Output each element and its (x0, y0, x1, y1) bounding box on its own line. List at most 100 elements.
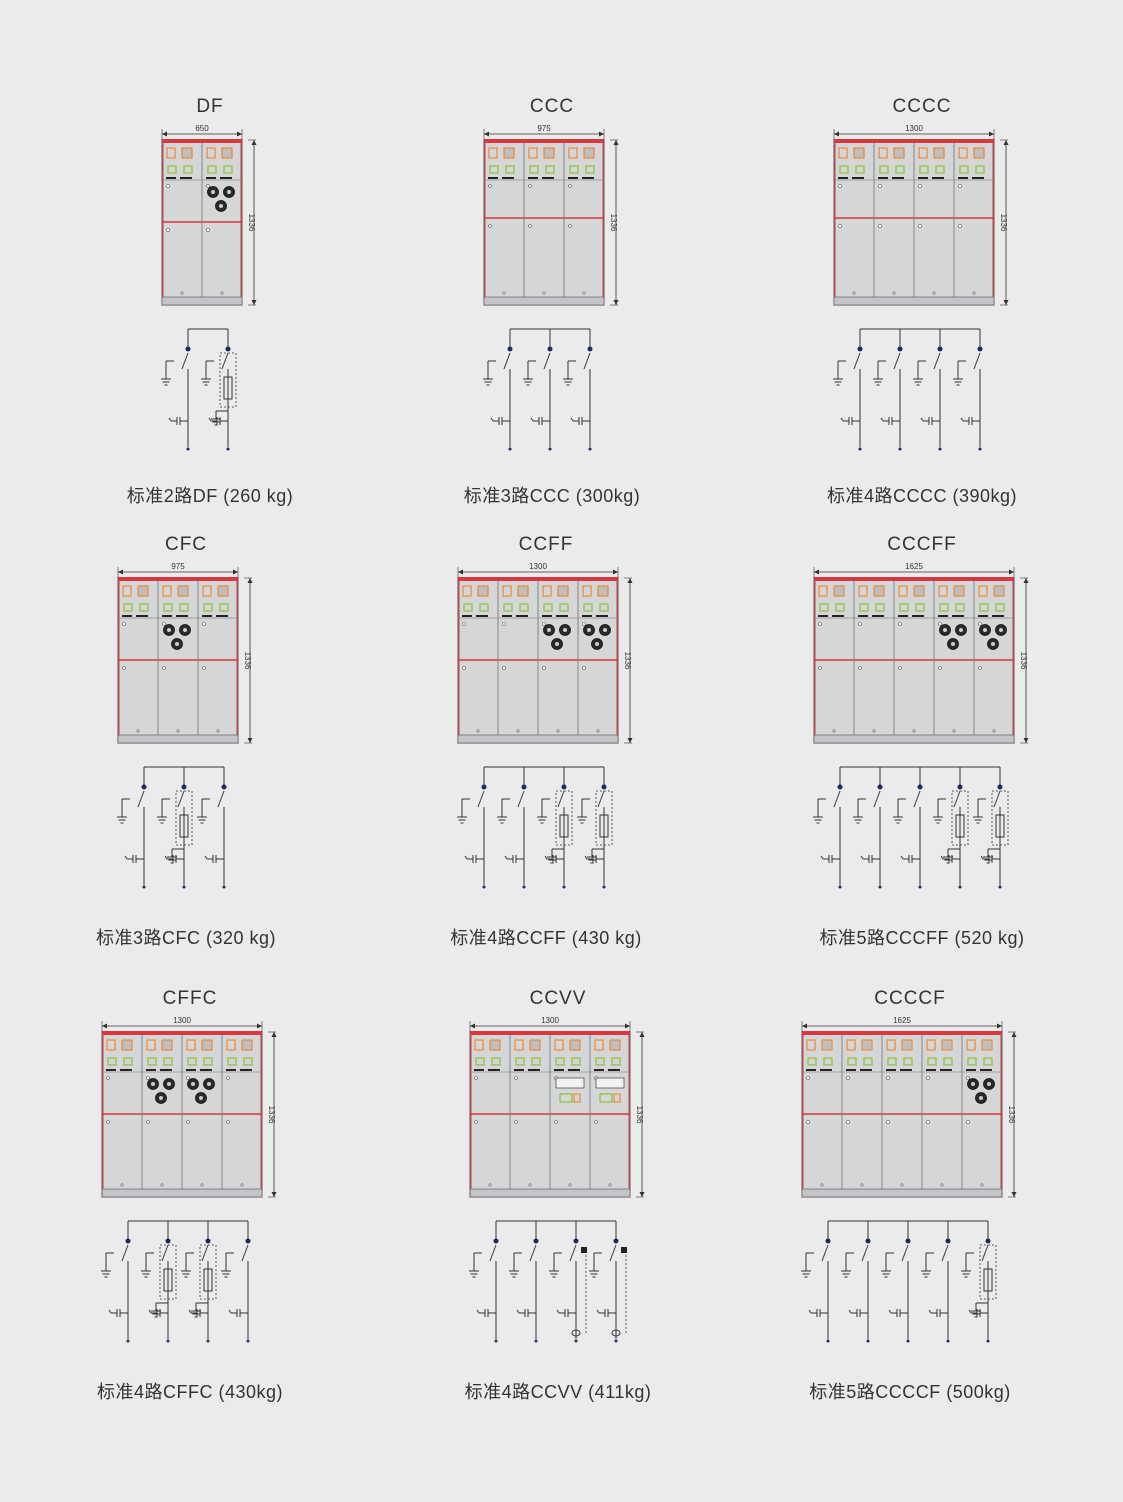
position-indicator (477, 585, 489, 597)
dimension-arrow (1023, 738, 1029, 743)
voltage-indicator (808, 1309, 812, 1314)
voltage-indicator (900, 855, 904, 860)
voltage-indicator (148, 1309, 152, 1314)
mimic-green (855, 165, 865, 174)
screw (122, 666, 126, 670)
panel-cell-cffc: CFFC 1300 1336 标准4路CFFC (430kg) (20, 982, 360, 1422)
height-dimension: 1336 (609, 214, 618, 232)
cable-end-dot (858, 447, 862, 451)
cable-end-dot (182, 885, 186, 889)
mimic-green (559, 603, 569, 612)
operation-window (528, 147, 538, 159)
operation-window (918, 147, 928, 159)
screw (838, 224, 842, 228)
position-indicator (933, 147, 945, 159)
dimension-arrow (834, 131, 839, 137)
voltage-indicator (980, 855, 984, 860)
screw (806, 1120, 810, 1124)
top-red-strip (458, 577, 618, 581)
dimension-arrow (271, 1192, 277, 1197)
screw (206, 184, 210, 188)
mimic-green (569, 165, 579, 174)
screw (554, 1120, 558, 1124)
voltage-indicator (920, 417, 924, 422)
bus-connection-dot (481, 784, 487, 790)
screw (556, 729, 560, 733)
panel-drawing: 1300 1336 (833, 124, 1009, 451)
mimic-green (919, 165, 929, 174)
panel-code: CFC (164, 534, 208, 555)
operation-window (806, 1039, 816, 1051)
screw (202, 666, 206, 670)
operation-window (818, 585, 828, 597)
bus-connection-dot (141, 784, 147, 790)
screw (838, 184, 842, 188)
screw (226, 1120, 230, 1124)
dimension-arrow (118, 569, 123, 575)
cabinet-base (483, 296, 605, 306)
voltage-indicator (124, 855, 128, 860)
bus-connection-dot (997, 784, 1003, 790)
mimic-green (559, 1093, 573, 1103)
position-indicator (609, 1039, 621, 1051)
operation-window (226, 1039, 236, 1051)
cabinet-body (483, 139, 605, 306)
load-switch (833, 790, 841, 808)
fuse-cap-center (587, 628, 591, 632)
screw (582, 666, 586, 670)
panel-drawing: 1625 1336 (813, 562, 1029, 889)
screw (860, 1183, 864, 1187)
screw (166, 228, 170, 232)
mimic-green (491, 1057, 501, 1066)
mimic-green (975, 165, 985, 174)
mimic-green (531, 1057, 541, 1066)
position-indicator (833, 585, 845, 597)
cable-end-dot (226, 447, 230, 451)
cable-end-dot (142, 885, 146, 889)
fuse-enclosure (175, 790, 193, 846)
bus-connection-dot (857, 346, 863, 352)
operation-window (568, 147, 578, 159)
load-switch (821, 1244, 829, 1262)
cable-end-dot (946, 1339, 950, 1343)
operation-window (502, 585, 512, 597)
operation-window (938, 585, 948, 597)
screw (474, 1120, 478, 1124)
screw (898, 622, 902, 626)
screw (958, 184, 962, 188)
load-switch (477, 790, 485, 808)
fuse-cap-center (183, 628, 187, 632)
screw (162, 622, 166, 626)
cable-end-dot (166, 1339, 170, 1343)
mimic-green (519, 603, 529, 612)
screw (818, 666, 822, 670)
screw (886, 1076, 890, 1080)
bus-connection-dot (125, 1238, 131, 1244)
mimic-green (967, 1057, 977, 1066)
height-dimension: 1336 (999, 214, 1008, 232)
bus-connection-dot (181, 784, 187, 790)
fuse-cap-center (555, 642, 559, 646)
screw (978, 622, 982, 626)
fuse-cap-center (951, 642, 955, 646)
fuse-cap-center (603, 628, 607, 632)
cable-end-dot (918, 885, 922, 889)
screw (886, 1120, 890, 1124)
screw (160, 1183, 164, 1187)
mimic-green (915, 603, 925, 612)
screw (176, 729, 180, 733)
fuse-enclosure (555, 790, 573, 846)
bus-connection-dot (493, 1238, 499, 1244)
fuse-cap-center (151, 1082, 155, 1086)
current-transformer (611, 1329, 621, 1337)
operation-window (202, 585, 212, 597)
mimic-green (515, 1057, 525, 1066)
screw (180, 291, 184, 295)
voltage-indicator (164, 855, 168, 860)
mimic-green (899, 603, 909, 612)
voltage-indicator (544, 855, 548, 860)
mimic-green (863, 1057, 873, 1066)
position-indicator (981, 1039, 993, 1051)
fuse-cap-center (563, 628, 567, 632)
panel-code: CCCCF (874, 988, 946, 1009)
